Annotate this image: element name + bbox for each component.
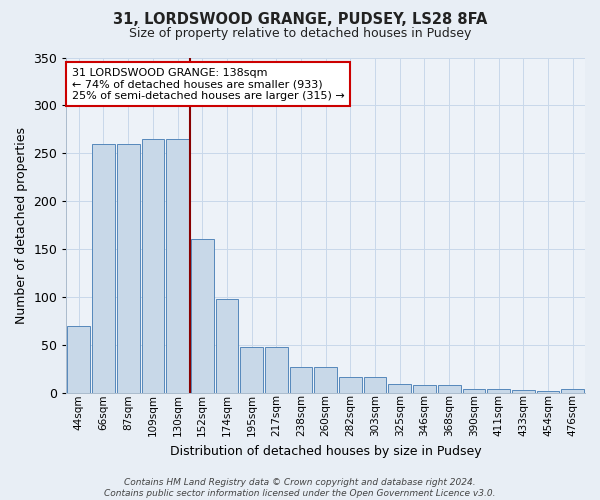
Text: Contains HM Land Registry data © Crown copyright and database right 2024.
Contai: Contains HM Land Registry data © Crown c… bbox=[104, 478, 496, 498]
Bar bbox=[117, 144, 140, 392]
Bar bbox=[438, 385, 461, 392]
Bar bbox=[166, 139, 189, 392]
Text: 31 LORDSWOOD GRANGE: 138sqm
← 74% of detached houses are smaller (933)
25% of se: 31 LORDSWOOD GRANGE: 138sqm ← 74% of det… bbox=[71, 68, 344, 101]
Bar bbox=[142, 139, 164, 392]
Bar bbox=[339, 378, 362, 392]
Bar bbox=[215, 299, 238, 392]
Bar bbox=[463, 389, 485, 392]
Bar bbox=[561, 389, 584, 392]
Bar bbox=[487, 389, 510, 392]
Bar bbox=[92, 144, 115, 392]
Bar bbox=[191, 240, 214, 392]
Bar bbox=[67, 326, 90, 392]
Bar bbox=[290, 367, 313, 392]
Bar bbox=[413, 385, 436, 392]
Bar bbox=[364, 378, 386, 392]
Text: Size of property relative to detached houses in Pudsey: Size of property relative to detached ho… bbox=[129, 28, 471, 40]
Bar bbox=[536, 390, 559, 392]
Text: 31, LORDSWOOD GRANGE, PUDSEY, LS28 8FA: 31, LORDSWOOD GRANGE, PUDSEY, LS28 8FA bbox=[113, 12, 487, 28]
Bar bbox=[388, 384, 411, 392]
Bar bbox=[314, 367, 337, 392]
Y-axis label: Number of detached properties: Number of detached properties bbox=[15, 126, 28, 324]
Bar bbox=[512, 390, 535, 392]
Bar bbox=[240, 346, 263, 393]
X-axis label: Distribution of detached houses by size in Pudsey: Distribution of detached houses by size … bbox=[170, 444, 482, 458]
Bar bbox=[265, 346, 288, 393]
